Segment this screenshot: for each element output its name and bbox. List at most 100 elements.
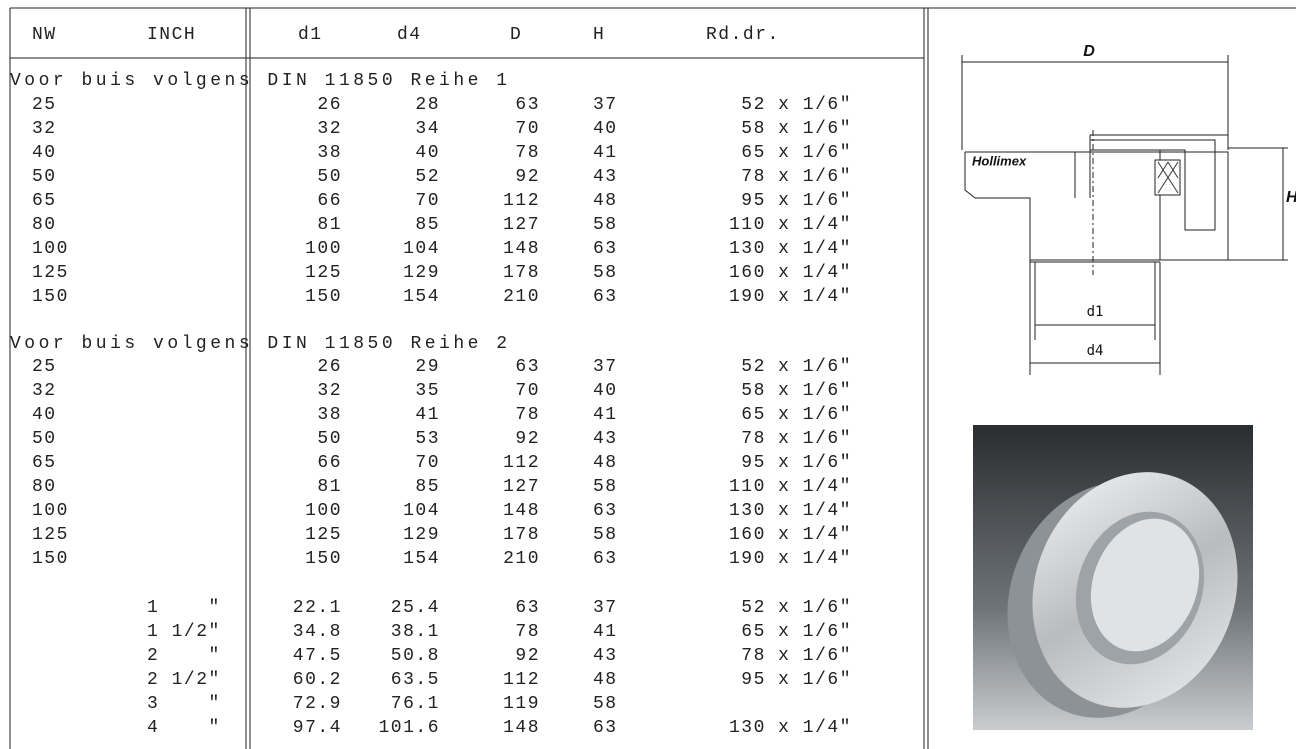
table-cell: 65 <box>32 453 57 473</box>
table-cell: 63 <box>593 501 618 521</box>
table-cell: 25 <box>32 357 57 377</box>
table-cell: 47.5 <box>293 646 342 666</box>
table-cell: 35 <box>415 381 440 401</box>
table-cell: 97.4 <box>293 718 342 738</box>
table-cell: 63 <box>515 357 540 377</box>
table-cell: 150 <box>32 549 69 569</box>
dim-label: d1 <box>1087 304 1104 320</box>
table-cell: 190 x 1/4" <box>729 549 852 569</box>
table-cell: 40 <box>32 143 57 163</box>
table-cell: 58 <box>593 263 618 283</box>
table-cell: 52 x 1/6" <box>741 357 852 377</box>
table-cell: 41 <box>415 405 440 425</box>
table-cell: 28 <box>415 95 440 115</box>
table-cell: 63 <box>515 598 540 618</box>
table-cell: 150 <box>305 549 342 569</box>
table-cell: 78 x 1/6" <box>741 167 852 187</box>
table-cell: 95 x 1/6" <box>741 191 852 211</box>
table-cell: 65 x 1/6" <box>741 405 852 425</box>
table-cell: 92 <box>515 429 540 449</box>
table-cell: 58 <box>593 525 618 545</box>
table-cell: 72.9 <box>293 694 342 714</box>
table-cell: 112 <box>503 670 540 690</box>
table-cell: 80 <box>32 215 57 235</box>
page: D Hollimex H d1 d4 NWINCHd1d4DHRd.dr.Voo… <box>0 0 1296 749</box>
table-cell: 63 <box>593 549 618 569</box>
table-cell: 70 <box>515 381 540 401</box>
table-cell: 3 " <box>147 694 221 714</box>
table-cell: 110 x 1/4" <box>729 477 852 497</box>
table-cell: 22.1 <box>293 598 342 618</box>
table-cell: 41 <box>593 622 618 642</box>
dim-label: d4 <box>1087 343 1104 359</box>
table-cell: 48 <box>593 670 618 690</box>
table-cell: 80 <box>32 477 57 497</box>
table-cell: 66 <box>317 453 342 473</box>
table-cell: 110 x 1/4" <box>729 215 852 235</box>
table-cell: 78 <box>515 405 540 425</box>
table-cell: 112 <box>503 453 540 473</box>
table-cell: 63.5 <box>391 670 440 690</box>
table-cell: 53 <box>415 429 440 449</box>
table-cell: 25 <box>32 95 57 115</box>
table-cell: 65 x 1/6" <box>741 622 852 642</box>
table-cell: 58 x 1/6" <box>741 381 852 401</box>
table-cell: 52 x 1/6" <box>741 598 852 618</box>
table-cell: 2 " <box>147 646 221 666</box>
table-cell: 130 x 1/4" <box>729 239 852 259</box>
table-cell: 78 <box>515 143 540 163</box>
table-cell: 125 <box>305 525 342 545</box>
table-cell: 63 <box>593 287 618 307</box>
table-cell: 66 <box>317 191 342 211</box>
table-cell: 154 <box>403 549 440 569</box>
table-cell: 63 <box>515 95 540 115</box>
table-cell: 78 x 1/6" <box>741 429 852 449</box>
table-cell: 50 <box>317 429 342 449</box>
table-cell: 100 <box>305 501 342 521</box>
table-cell: 190 x 1/4" <box>729 287 852 307</box>
table-cell: 50.8 <box>391 646 440 666</box>
table-cell: 125 <box>305 263 342 283</box>
table-cell: 32 <box>32 119 57 139</box>
table-cell: 38.1 <box>391 622 440 642</box>
table-cell: 95 x 1/6" <box>741 453 852 473</box>
table-cell: 150 <box>32 287 69 307</box>
header-cell: d1 <box>298 25 323 45</box>
table-cell: 41 <box>593 143 618 163</box>
table-cell: 130 x 1/4" <box>729 501 852 521</box>
table-cell: 32 <box>32 381 57 401</box>
table-cell: 81 <box>317 477 342 497</box>
table-cell: 210 <box>503 287 540 307</box>
table-cell: 129 <box>403 263 440 283</box>
table-cell: 63 <box>593 239 618 259</box>
table-cell: 50 <box>32 429 57 449</box>
table-cell: 58 <box>593 215 618 235</box>
table-cell: 100 <box>32 501 69 521</box>
product-photo <box>973 425 1270 747</box>
table-cell: 148 <box>503 501 540 521</box>
table-cell: 125 <box>32 525 69 545</box>
table-cell: 38 <box>317 143 342 163</box>
table-cell: 104 <box>403 239 440 259</box>
table-cell: 40 <box>415 143 440 163</box>
table-cell: 92 <box>515 646 540 666</box>
table-cell: 48 <box>593 453 618 473</box>
table-cell: 37 <box>593 95 618 115</box>
table-cell: 1 " <box>147 598 221 618</box>
table-cell: 85 <box>415 215 440 235</box>
table-cell: 150 <box>305 287 342 307</box>
table-cell: 92 <box>515 167 540 187</box>
table-cell: 26 <box>317 95 342 115</box>
dim-label: D <box>1083 43 1095 60</box>
table-cell: 130 x 1/4" <box>729 718 852 738</box>
table-cell: 101.6 <box>378 718 440 738</box>
table-cell: 70 <box>415 453 440 473</box>
table-cell: 210 <box>503 549 540 569</box>
table-cell: 178 <box>503 263 540 283</box>
table-cell: 52 x 1/6" <box>741 95 852 115</box>
header-cell: d4 <box>397 25 422 45</box>
table-cell: 78 x 1/6" <box>741 646 852 666</box>
table-cell: 160 x 1/4" <box>729 263 852 283</box>
header-cell: INCH <box>147 25 196 45</box>
table-cell: 127 <box>503 215 540 235</box>
